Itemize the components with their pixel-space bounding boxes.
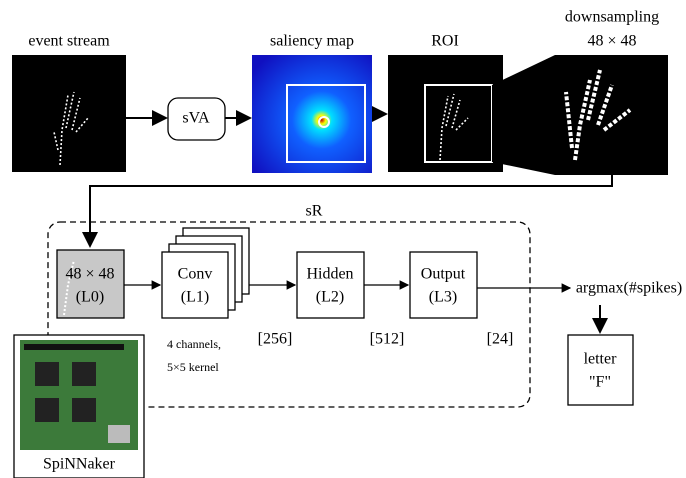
note: 4 channels,: [167, 337, 221, 351]
note: 5×5 kernel: [167, 360, 219, 374]
saliency-image: [252, 55, 372, 173]
label: sVA: [182, 110, 210, 127]
label: downsampling: [565, 9, 659, 26]
chip: [72, 398, 96, 422]
label: (L1): [181, 289, 209, 306]
chip: [35, 362, 59, 386]
label: (L3): [429, 289, 457, 306]
label: (L2): [316, 289, 344, 306]
l0-box: [57, 250, 124, 318]
size: [256]: [258, 331, 293, 348]
output-box: [410, 252, 477, 318]
label: Conv: [178, 266, 213, 283]
size: [24]: [487, 331, 514, 348]
label: letter: [584, 351, 618, 368]
label: Hidden: [306, 266, 353, 283]
port: [108, 425, 130, 443]
label: 48 × 48: [65, 266, 114, 283]
event-image: [12, 55, 126, 172]
readout: argmax(#spikes): [576, 280, 682, 297]
label: "F": [589, 374, 611, 391]
hidden-box: [297, 252, 364, 318]
diagram: event stream sVA saliency map ROI downsa…: [0, 0, 686, 478]
label: saliency map: [270, 33, 354, 50]
label: ROI: [431, 33, 459, 50]
label: Output: [421, 266, 466, 283]
chip: [35, 398, 59, 422]
label: SpiNNaker: [43, 456, 116, 473]
downsampled-image: [555, 55, 668, 175]
label: 48 × 48: [587, 33, 636, 50]
connector: [24, 344, 124, 350]
conv-box: [162, 252, 228, 318]
chip: [72, 362, 96, 386]
result-box: [568, 335, 633, 405]
roi-image: [388, 55, 503, 172]
arrow: [90, 175, 612, 246]
label: event stream: [28, 33, 110, 50]
size: [512]: [370, 331, 405, 348]
label: sR: [306, 203, 323, 220]
label: (L0): [76, 289, 104, 306]
